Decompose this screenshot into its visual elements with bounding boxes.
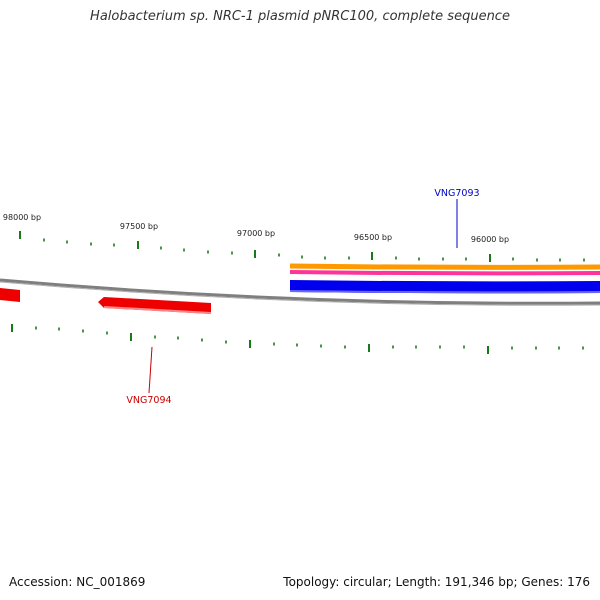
scale-label-98000: 98000 bp [3,213,41,222]
accession-text: Accession: NC_001869 [9,575,146,589]
gene-vng7094-label[interactable]: VNG7094 [126,395,171,406]
track-orange [289,263,600,270]
stats-text: Topology: circular; Length: 191,346 bp; … [283,575,590,589]
scale-label-96000: 96000 bp [471,235,509,244]
gene-vng7093-label[interactable]: VNG7093 [434,188,479,199]
gene-vng7094-connector [148,346,153,394]
track-magenta [289,270,600,276]
gene-vng7093-arrow[interactable] [290,280,600,294]
backbone-line [0,278,600,305]
scale-label-97500: 97500 bp [120,222,158,231]
map-title: Halobacterium sp. NRC-1 plasmid pNRC100,… [90,9,510,24]
gene-vng7094-arrow[interactable] [98,297,211,314]
scale-label-97000: 97000 bp [237,229,275,238]
scale-label-96500: 96500 bp [354,233,392,242]
gene-left-red-arrow[interactable] [0,288,20,302]
tick-marks [11,231,585,354]
